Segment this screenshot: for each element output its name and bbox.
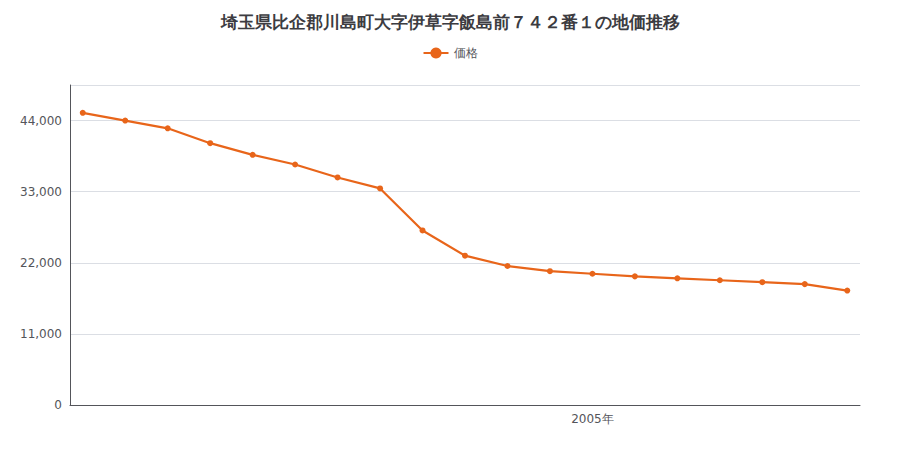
svg-text:2005年: 2005年 (571, 412, 614, 426)
svg-text:価格: 価格 (454, 46, 478, 60)
svg-text:11,000: 11,000 (20, 327, 62, 341)
svg-text:33,000: 33,000 (20, 185, 62, 199)
svg-text:0: 0 (54, 398, 62, 412)
svg-text:22,000: 22,000 (20, 256, 62, 270)
svg-text:埼玉県比企郡川島町大字伊草字飯島前７４２番１の地価推移: 埼玉県比企郡川島町大字伊草字飯島前７４２番１の地価推移 (220, 12, 680, 32)
svg-text:44,000: 44,000 (20, 114, 62, 128)
